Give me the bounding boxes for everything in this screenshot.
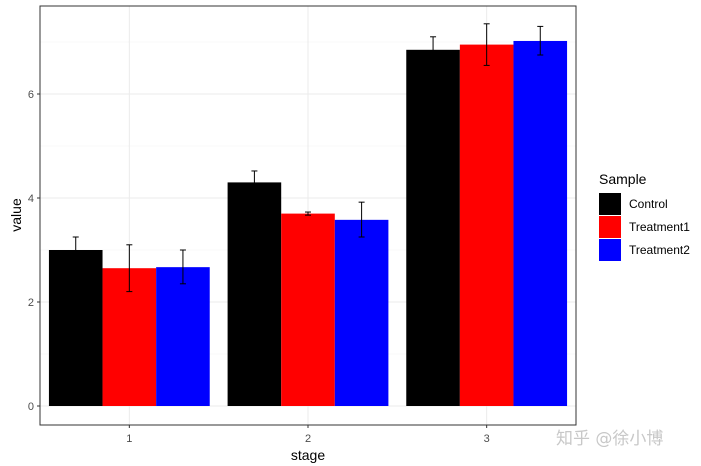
bar-control-stage-3 (406, 49, 460, 407)
legend-key-treatment1 (599, 216, 621, 238)
y-tick-label: 4 (28, 193, 34, 205)
x-tick-label: 1 (126, 433, 132, 445)
y-tick-label: 6 (28, 89, 34, 101)
x-axis-title: stage (291, 447, 325, 463)
legend-label-treatment2: Treatment2 (629, 243, 690, 257)
bar-treatment2-stage-3 (513, 40, 568, 407)
error-bars (72, 23, 544, 293)
bar-treatment2-stage-2 (334, 219, 389, 406)
bar-treatment2-stage-1 (156, 267, 210, 406)
legend-label-control: Control (629, 197, 668, 211)
y-tick-label: 2 (28, 297, 34, 309)
bar-control-stage-1 (48, 250, 103, 406)
bar-treatment1-stage-2 (281, 213, 335, 406)
legend-title: Sample (599, 171, 647, 187)
legend-key-treatment2 (599, 239, 621, 261)
y-axis-title: value (8, 198, 24, 232)
x-tick-label: 3 (484, 433, 490, 445)
bar-control-stage-2 (227, 182, 282, 406)
legend-label-treatment1: Treatment1 (629, 220, 690, 234)
bar-treatment1-stage-3 (459, 44, 514, 406)
axes: 0 2 4 6 1 2 3 (28, 89, 490, 445)
legend-key-control (599, 193, 621, 215)
watermark-text: 知乎 @徐小博 (556, 429, 663, 449)
y-tick-label: 0 (28, 401, 34, 413)
bars (48, 40, 568, 407)
legend: Sample Control Treatment1 Treatment2 (599, 171, 690, 261)
x-tick-label: 2 (305, 433, 311, 445)
